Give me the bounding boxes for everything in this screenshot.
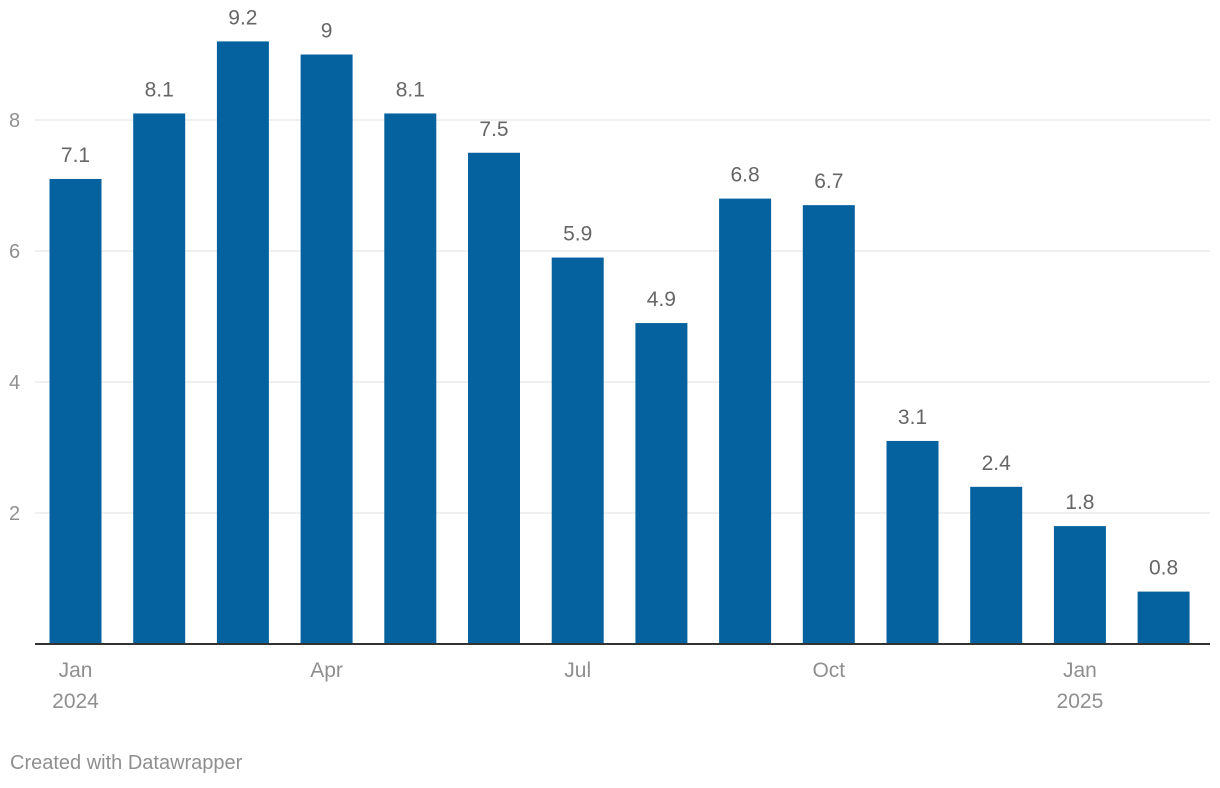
bar xyxy=(133,113,186,644)
gridlines xyxy=(35,119,1210,514)
value-label: 6.8 xyxy=(730,164,759,187)
bar xyxy=(970,486,1023,644)
value-label: 8.1 xyxy=(396,78,425,101)
bars xyxy=(49,41,1190,644)
value-label: 6.7 xyxy=(814,170,843,193)
value-label: 7.1 xyxy=(61,144,90,167)
value-label: 5.9 xyxy=(563,223,592,246)
y-tick-label: 6 xyxy=(9,241,20,263)
bar xyxy=(635,323,688,644)
footer-credit: Created with Datawrapper xyxy=(10,752,243,774)
x-tick-label: Oct xyxy=(812,659,845,682)
x-tick-label: Jan xyxy=(59,659,93,682)
value-label: 3.1 xyxy=(898,406,927,429)
bar xyxy=(49,178,102,644)
x-tick-label: Apr xyxy=(310,659,343,682)
bar xyxy=(384,113,437,644)
bar-chart: 7.1 8.1 9.2 9 8.1 7.5 5.9 4.9 6.8 6.7 3.1 2.4 1.8 0.8… xyxy=(9,6,1210,713)
bar xyxy=(1053,526,1106,644)
x-tick-label: Jan xyxy=(1063,659,1097,682)
value-labels: 7.1 8.1 9.2 9 8.1 7.5 5.9 4.9 6.8 6.7 3.1 2.4 1.8 0.8 xyxy=(61,6,1178,579)
y-tick-label: 2 xyxy=(9,503,20,525)
y-tick-label: 4 xyxy=(9,372,20,394)
bar xyxy=(468,152,520,644)
value-label: 0.8 xyxy=(1149,557,1178,580)
value-label: 7.5 xyxy=(479,118,508,141)
value-label: 2.4 xyxy=(982,452,1012,475)
x-tick-year-label: 2025 xyxy=(1057,690,1104,713)
bar xyxy=(886,440,939,644)
bar xyxy=(719,198,772,644)
value-label: 1.8 xyxy=(1065,491,1094,514)
value-label: 4.9 xyxy=(647,288,676,311)
bar xyxy=(802,205,855,644)
y-tick-label: 8 xyxy=(9,110,20,132)
value-label: 9 xyxy=(321,20,333,43)
value-label: 8.1 xyxy=(145,78,174,101)
bar xyxy=(1137,591,1190,644)
x-tick-year-label: 2024 xyxy=(52,690,99,713)
bar xyxy=(216,41,269,644)
bar xyxy=(551,257,604,644)
bar xyxy=(300,54,353,644)
axes: 2 4 6 8 Jan 2024 Apr Jul Oct Jan 2025 xyxy=(9,110,1210,713)
x-tick-label: Jul xyxy=(564,659,591,682)
value-label: 9.2 xyxy=(228,6,257,29)
